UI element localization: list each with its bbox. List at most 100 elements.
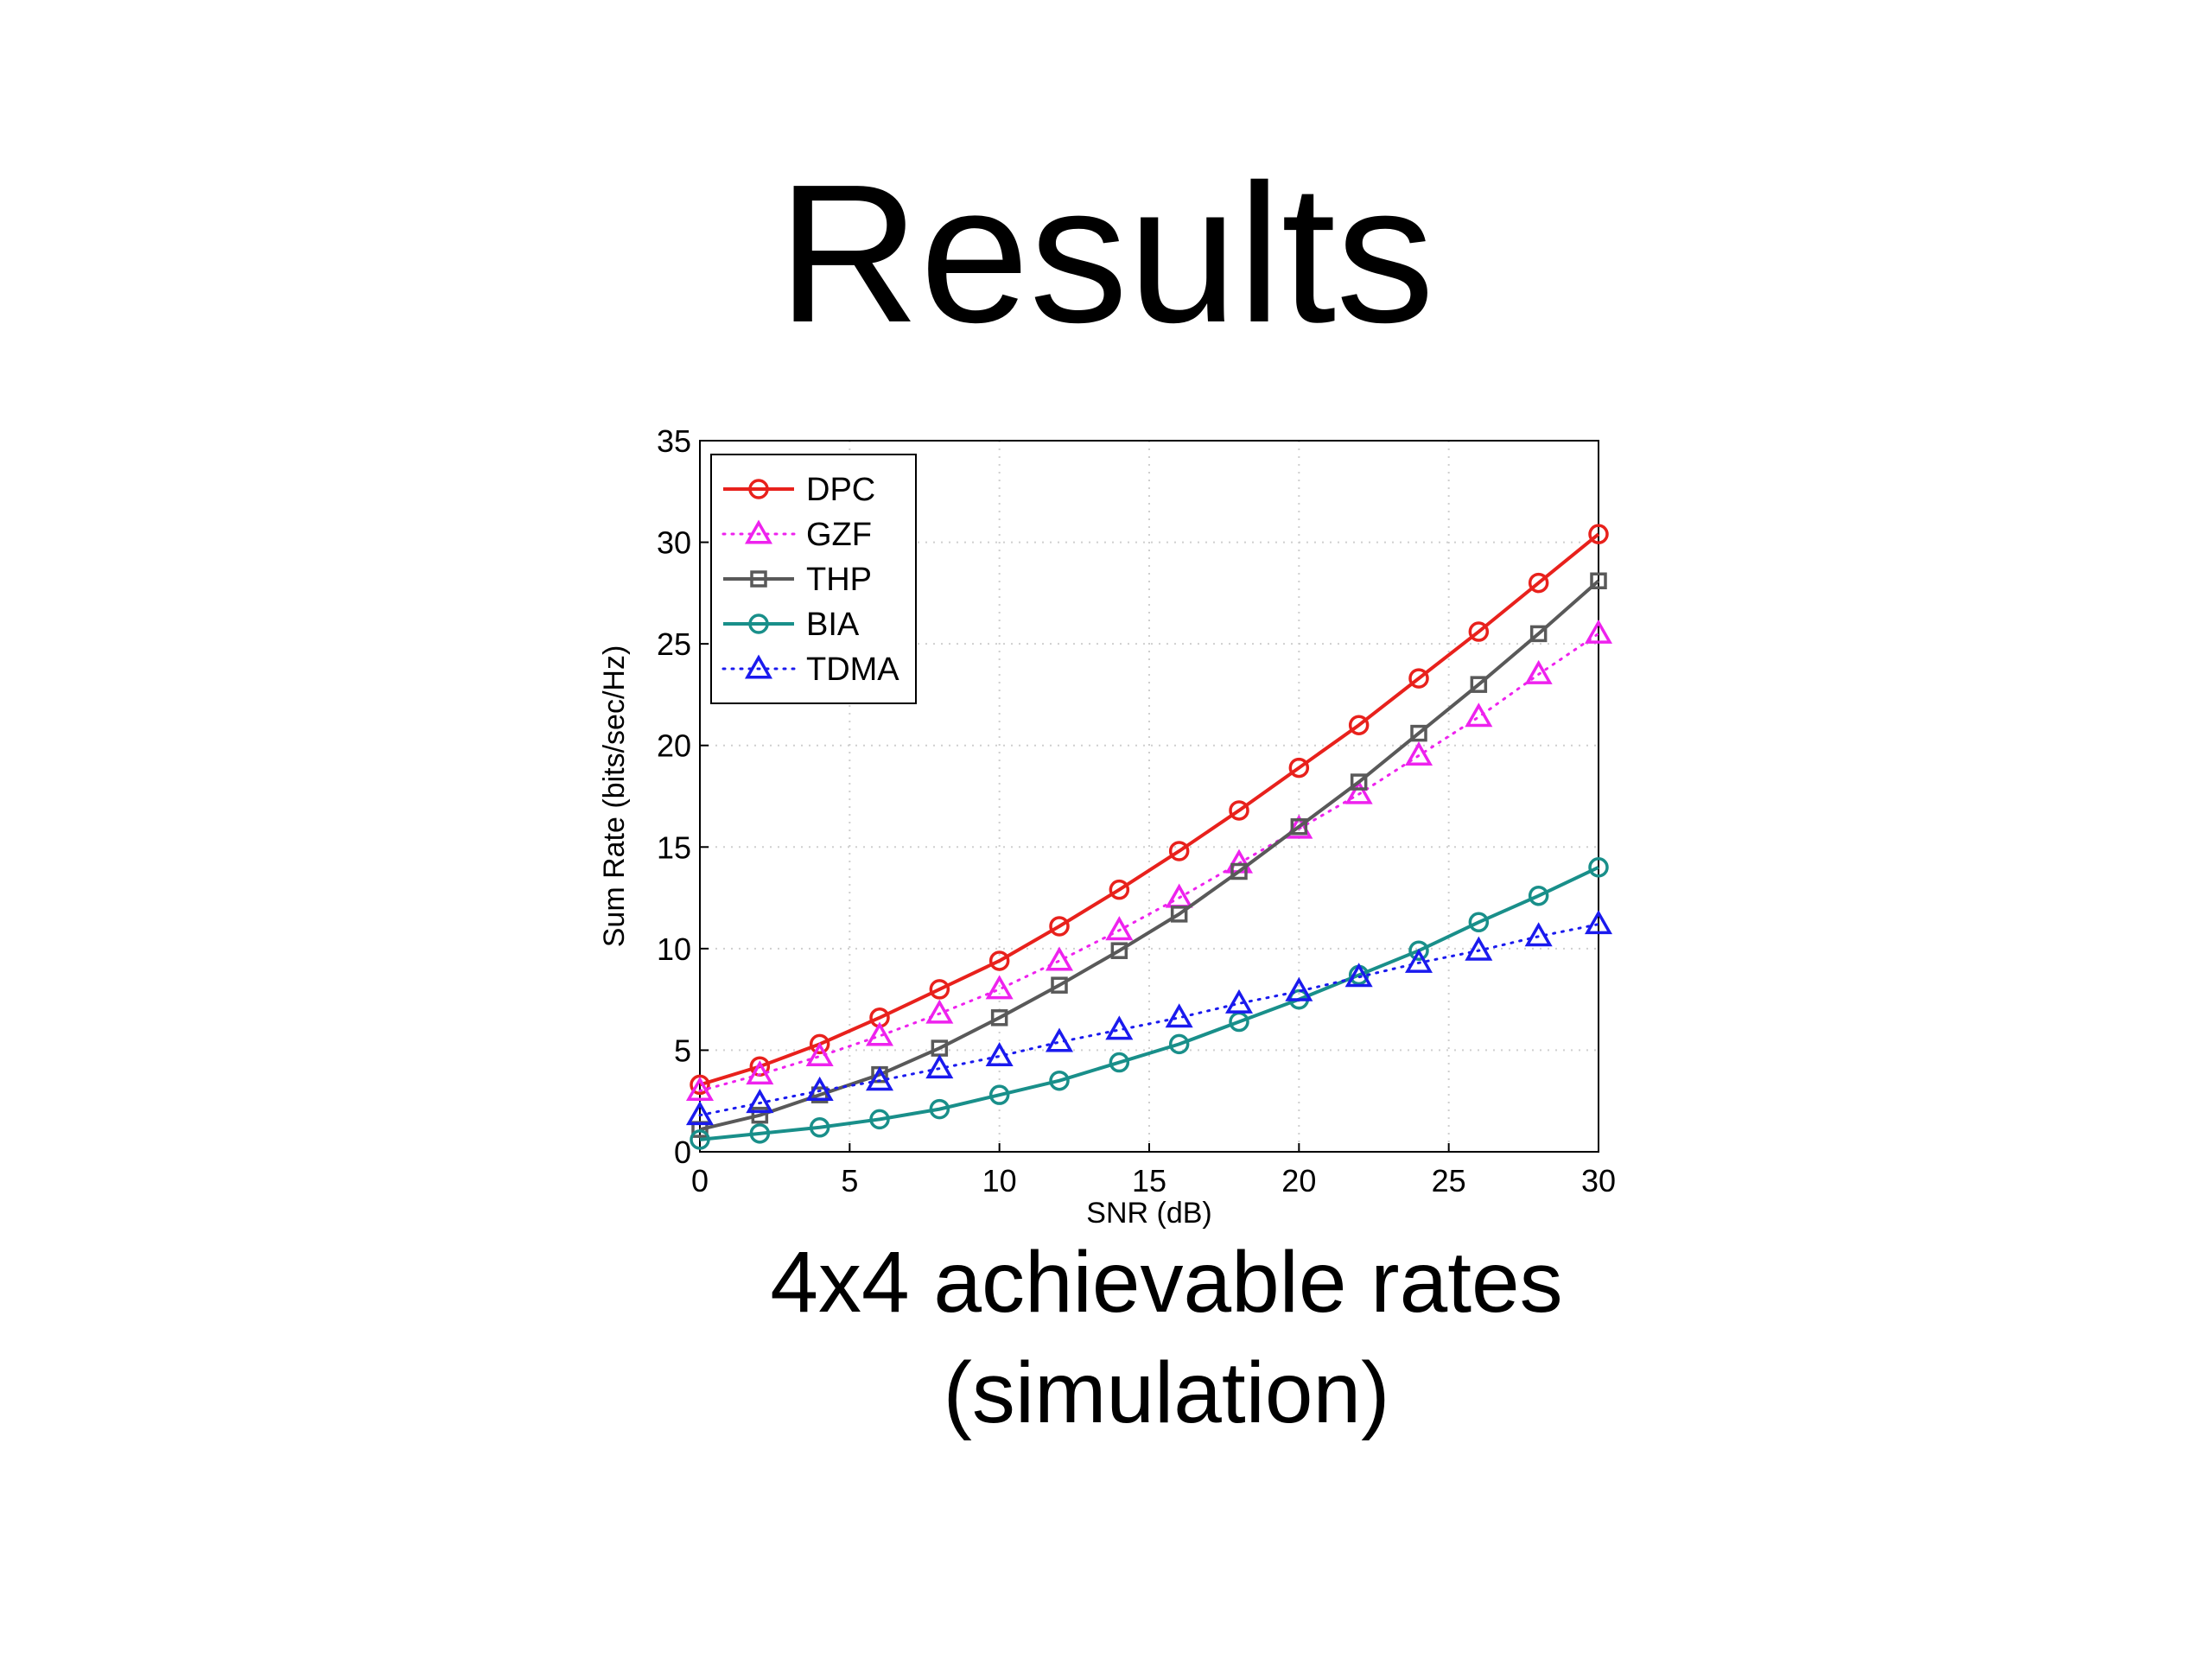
data-point-dpc xyxy=(929,979,950,1000)
data-point-tdma xyxy=(1224,988,1254,1014)
series-layer xyxy=(685,524,1613,1150)
legend: DPC GZF THP BIA TDMA xyxy=(710,454,917,704)
data-point-tdma xyxy=(1285,976,1313,1001)
y-tick-label: 15 xyxy=(657,830,691,865)
legend-marker-dpc xyxy=(748,479,769,499)
data-point-dpc xyxy=(690,1074,710,1096)
data-point-dpc xyxy=(1348,715,1370,735)
legend-marker-gzf xyxy=(744,519,773,544)
legend-label-tdma: TDMA xyxy=(806,652,899,688)
data-point-bia xyxy=(809,1117,830,1138)
legend-item-gzf: GZF xyxy=(721,517,872,553)
data-point-gzf xyxy=(1344,779,1373,804)
data-point-thp xyxy=(1230,862,1248,880)
data-point-dpc xyxy=(1229,800,1249,821)
y-tick-label: 20 xyxy=(657,728,691,764)
x-tick-label: 5 xyxy=(841,1163,858,1198)
x-tick-label: 15 xyxy=(1132,1163,1166,1198)
data-point-dpc xyxy=(1168,841,1190,861)
data-point-thp xyxy=(1529,625,1548,643)
sum-rate-chart: 0 5 10 15 20 25 30 0 5 10 15 20 25 30 35 DPC GZF THP BIA T… xyxy=(598,423,1616,1230)
data-point-gzf xyxy=(1524,659,1553,684)
data-point-thp xyxy=(1110,942,1128,959)
series-line-tdma xyxy=(698,923,1600,1117)
data-point-bia xyxy=(1528,885,1549,906)
data-point-tdma xyxy=(805,1076,834,1101)
data-point-dpc xyxy=(1588,524,1609,544)
grid-layer xyxy=(700,441,1599,1152)
data-point-tdma xyxy=(746,1089,774,1114)
y-tick-label: 5 xyxy=(674,1033,691,1068)
data-point-tdma xyxy=(925,1054,954,1079)
data-point-gzf xyxy=(1045,946,1074,971)
data-point-tdma xyxy=(1105,1015,1134,1040)
x-tick-label: 20 xyxy=(1281,1163,1316,1198)
data-point-tdma xyxy=(1465,936,1493,961)
data-point-bia xyxy=(1408,940,1429,961)
y-tick-label: 10 xyxy=(657,931,691,967)
data-point-tdma xyxy=(1344,963,1373,988)
data-point-thp xyxy=(990,1009,1008,1027)
data-point-bia xyxy=(869,1109,890,1130)
series-dpc xyxy=(690,524,1609,1096)
legend-label-gzf: GZF xyxy=(806,517,872,553)
data-point-tdma xyxy=(1045,1027,1074,1052)
data-point-bia xyxy=(690,1129,710,1150)
legend-label-thp: THP xyxy=(806,562,872,598)
legend-marker-tdma xyxy=(744,654,773,679)
data-point-bia xyxy=(1049,1070,1070,1091)
data-point-bia xyxy=(1588,857,1609,878)
data-point-dpc xyxy=(1408,668,1429,689)
legend-marker-thp xyxy=(750,570,767,588)
data-point-thp xyxy=(1170,906,1188,923)
y-axis-label: Sum Rate (bits/sec/Hz) xyxy=(598,645,631,948)
slide-title: Results xyxy=(777,144,1435,364)
data-point-gzf xyxy=(985,975,1014,1000)
legend-label-bia: BIA xyxy=(806,607,860,643)
x-tick-label: 30 xyxy=(1581,1163,1616,1198)
data-point-thp xyxy=(1470,676,1488,693)
data-point-thp xyxy=(1590,572,1607,589)
series-line-gzf xyxy=(698,632,1600,1092)
data-point-dpc xyxy=(809,1033,830,1055)
y-tick-label: 25 xyxy=(657,626,691,662)
series-line-bia xyxy=(699,865,1599,1141)
legend-marker-bia xyxy=(748,613,769,634)
caption-line-1: 4x4 achievable rates xyxy=(770,1234,1563,1331)
data-point-thp xyxy=(1290,818,1308,836)
data-point-gzf xyxy=(925,999,954,1024)
data-point-tdma xyxy=(1584,910,1613,935)
series-bia xyxy=(690,857,1609,1150)
legend-item-thp: THP xyxy=(723,562,872,598)
data-point-gzf xyxy=(865,1021,894,1046)
data-point-gzf xyxy=(1105,916,1134,941)
slide-caption: 4x4 achievable rates (simulation) xyxy=(770,1227,1562,1448)
x-axis-label: SNR (dB) xyxy=(1086,1197,1211,1230)
data-point-gzf xyxy=(805,1041,834,1066)
x-tick-label: 0 xyxy=(691,1163,709,1198)
legend-item-dpc: DPC xyxy=(723,472,875,508)
data-point-dpc xyxy=(988,950,1010,971)
y-tick-label: 0 xyxy=(674,1135,691,1170)
data-point-tdma xyxy=(1404,948,1433,973)
data-point-bia xyxy=(1109,1052,1130,1073)
data-point-tdma xyxy=(1165,1003,1193,1028)
data-point-tdma xyxy=(685,1101,715,1126)
tick-layer: 0 5 10 15 20 25 30 0 5 10 15 20 25 30 35 xyxy=(657,423,1616,1198)
legend-item-tdma: TDMA xyxy=(721,652,899,688)
data-point-bia xyxy=(1468,912,1490,933)
data-point-gzf xyxy=(1465,702,1493,728)
data-point-dpc xyxy=(1468,621,1490,642)
data-point-thp xyxy=(751,1106,769,1124)
data-point-thp xyxy=(1350,773,1368,791)
x-tick-label: 25 xyxy=(1432,1163,1466,1198)
data-point-dpc xyxy=(1109,879,1130,900)
series-line-thp xyxy=(699,579,1600,1132)
data-point-thp xyxy=(1410,724,1427,742)
legend-item-bia: BIA xyxy=(723,607,860,643)
data-point-thp xyxy=(810,1086,829,1103)
data-point-gzf xyxy=(1404,741,1433,766)
data-point-bia xyxy=(988,1084,1010,1105)
series-tdma xyxy=(685,910,1613,1126)
data-point-tdma xyxy=(985,1041,1014,1066)
